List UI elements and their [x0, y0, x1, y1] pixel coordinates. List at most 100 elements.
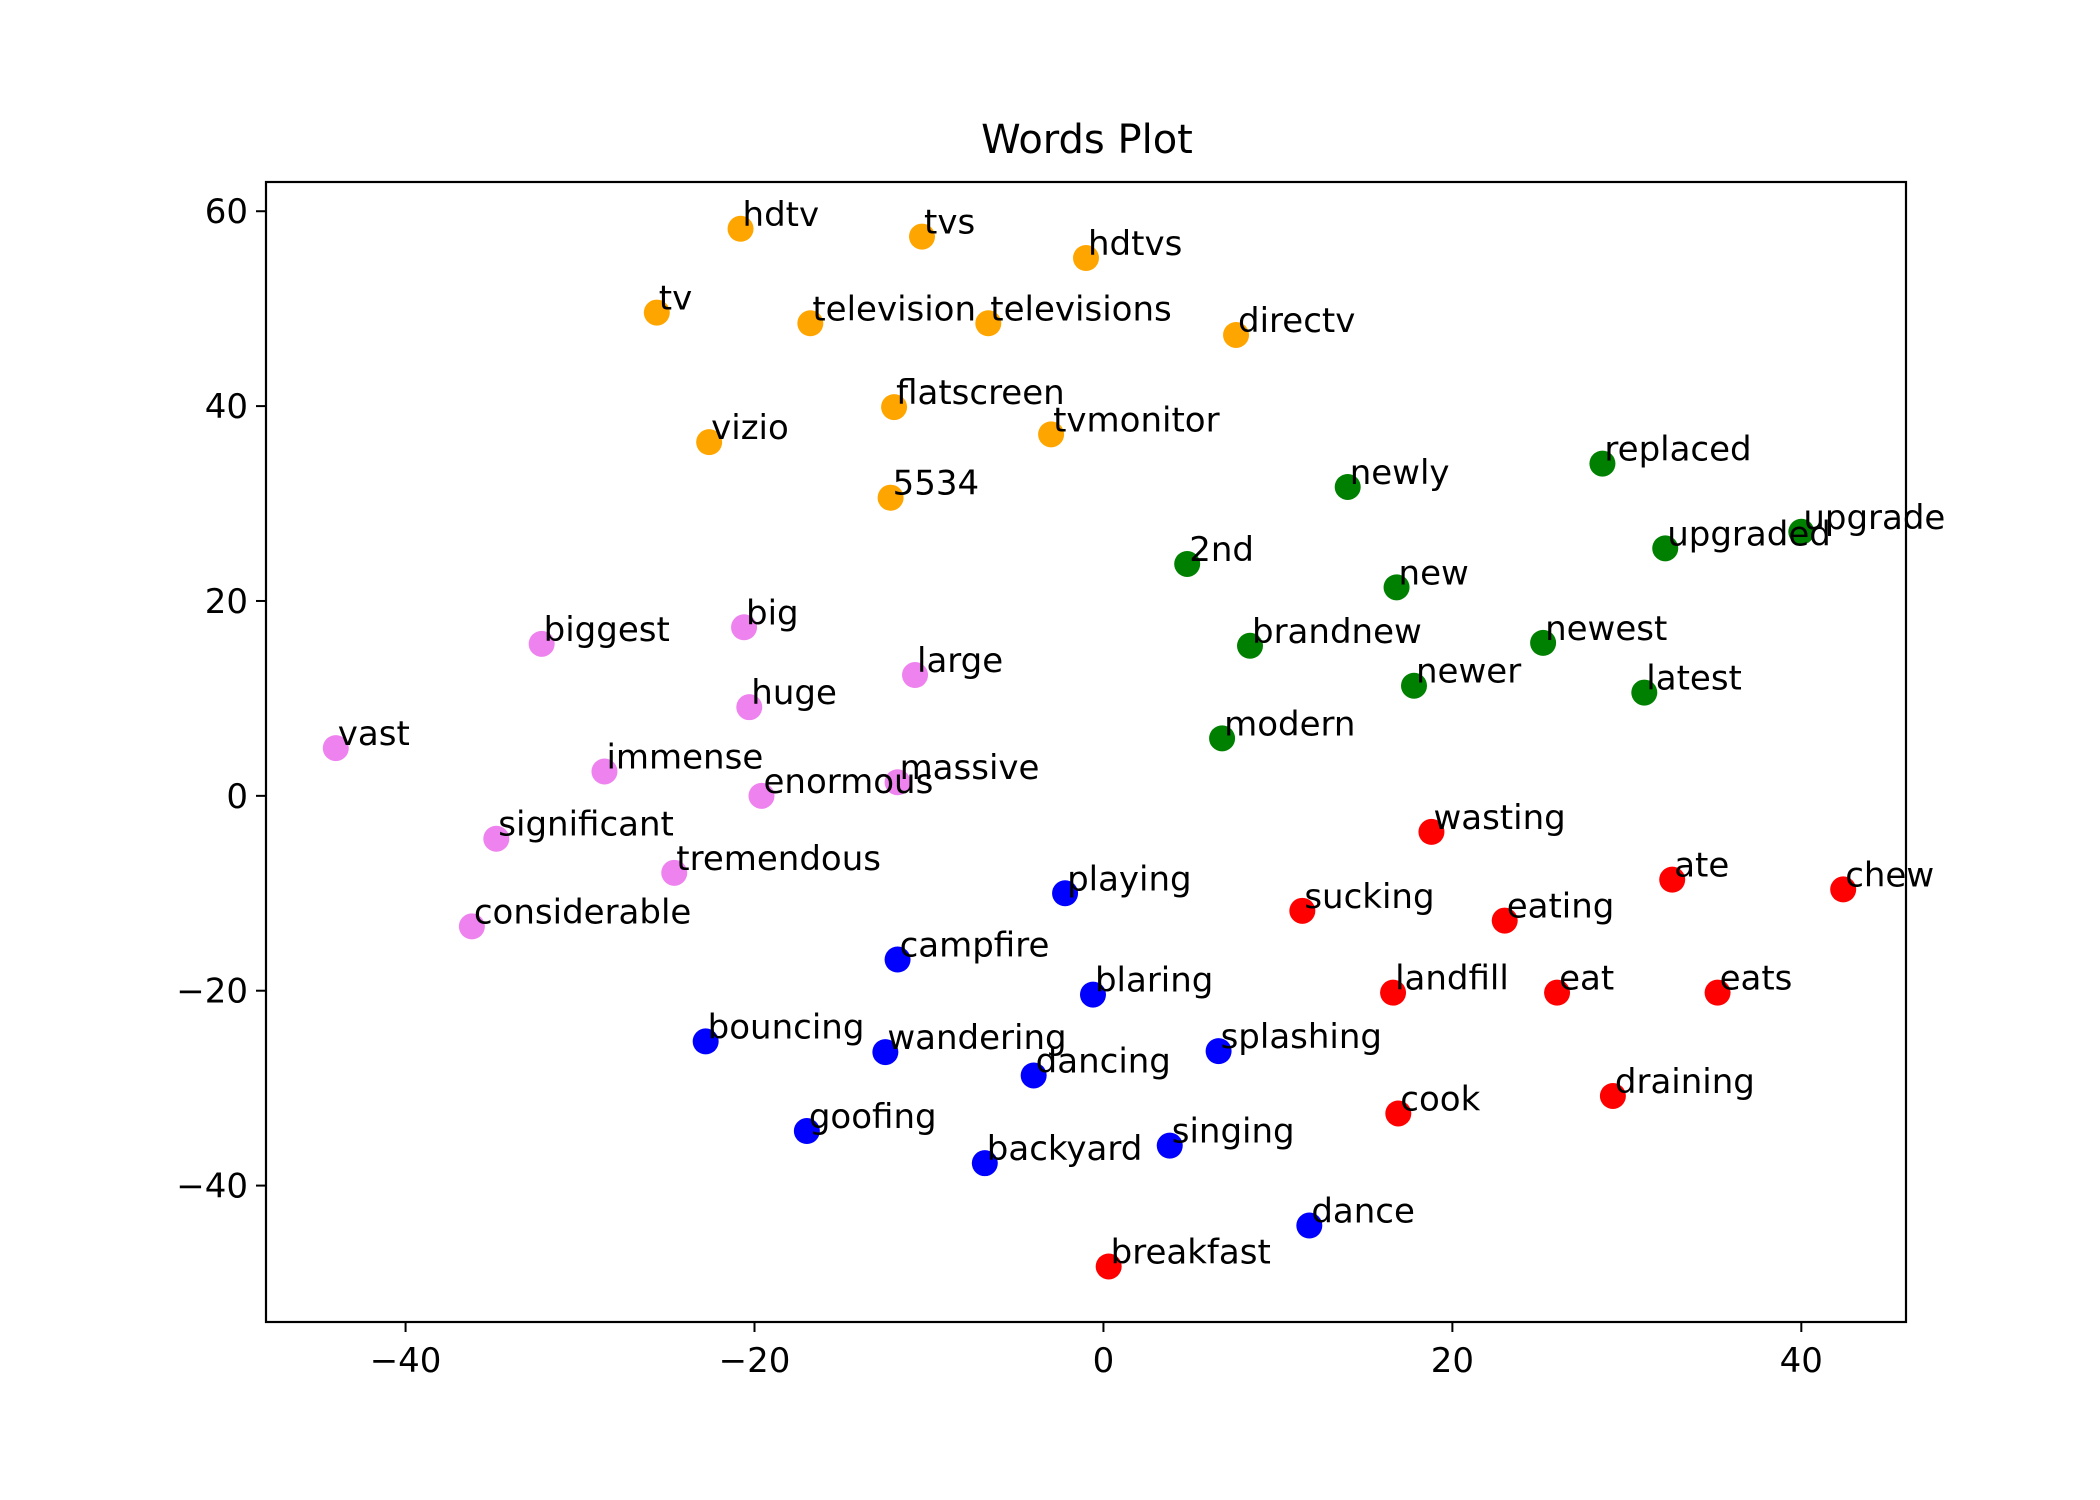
- point-considerable: [458, 913, 485, 940]
- point-wandering: [872, 1039, 899, 1066]
- y-tick-label: −20: [176, 972, 248, 1012]
- point-upgraded: [1652, 535, 1679, 562]
- point-significant: [483, 825, 510, 852]
- point-label: dance: [1311, 1192, 1415, 1232]
- point-replaced: [1589, 450, 1616, 477]
- point-label: significant: [498, 805, 674, 845]
- point-label: 2nd: [1189, 530, 1254, 570]
- point-label: wandering: [887, 1018, 1066, 1058]
- point-brandnew: [1237, 632, 1263, 659]
- point-label: splashing: [1221, 1017, 1382, 1057]
- point-enormous: [748, 782, 775, 809]
- point-label: dancing: [1036, 1041, 1171, 1081]
- point-sucking: [1289, 897, 1316, 924]
- point-label: campfire: [900, 926, 1050, 966]
- point-label: tvmonitor: [1053, 400, 1220, 440]
- point-wasting: [1418, 818, 1445, 845]
- point-label: massive: [900, 748, 1040, 788]
- point-label: vast: [338, 714, 410, 754]
- point-label: modern: [1224, 704, 1355, 744]
- point-tvs: [909, 223, 935, 250]
- point-label: goofing: [809, 1097, 937, 1137]
- point-label: new: [1399, 553, 1469, 593]
- point-blaring: [1079, 981, 1106, 1008]
- point-label: large: [917, 641, 1003, 681]
- point-tvmonitor: [1038, 421, 1065, 448]
- point-tv: [643, 299, 670, 326]
- point-label: sucking: [1304, 877, 1434, 917]
- point-label: ate: [1674, 846, 1729, 886]
- point-eat: [1544, 979, 1571, 1006]
- point-label: immense: [606, 737, 763, 777]
- point-newly: [1334, 473, 1361, 500]
- point-label: breakfast: [1111, 1232, 1271, 1272]
- chart-title: Words Plot: [981, 117, 1193, 163]
- point-chew: [1830, 876, 1857, 903]
- y-axis: −40 −20 0 20 40 60: [176, 192, 266, 1207]
- point-label: chew: [1845, 855, 1934, 895]
- point-5534: [877, 484, 904, 511]
- point-label: upgrade: [1803, 498, 1945, 538]
- point-label: tvs: [924, 203, 975, 243]
- point-label: television: [812, 289, 976, 329]
- point-label: flatscreen: [896, 373, 1065, 413]
- point-label: eats: [1720, 959, 1793, 999]
- point-label: playing: [1067, 859, 1192, 899]
- point-label: landfill: [1395, 959, 1509, 999]
- point-ate: [1659, 866, 1686, 893]
- point-label: wasting: [1433, 798, 1565, 838]
- point-newer: [1401, 672, 1427, 699]
- point-label: huge: [751, 673, 837, 713]
- point-vizio: [696, 429, 723, 456]
- point-eats: [1704, 979, 1731, 1006]
- point-immense: [591, 758, 618, 785]
- point-label: backyard: [987, 1129, 1143, 1169]
- point-hdtv: [727, 215, 754, 242]
- data-points: [322, 215, 1857, 1280]
- point-labels: hdtv tvs hdtvs tv television televisions direc…: [338, 195, 1946, 1273]
- point-eating: [1491, 907, 1518, 934]
- x-tick-label: 40: [1780, 1341, 1823, 1381]
- point-label: enormous: [763, 762, 933, 802]
- y-tick-label: 60: [205, 192, 248, 232]
- point-label: cook: [1400, 1079, 1480, 1119]
- y-tick-label: 0: [226, 777, 248, 817]
- point-vast: [322, 735, 349, 762]
- point-dancing: [1020, 1062, 1047, 1089]
- point-splashing: [1205, 1038, 1232, 1065]
- point-goofing: [793, 1118, 820, 1145]
- point-label: directv: [1238, 301, 1355, 341]
- point-huge: [736, 694, 763, 721]
- point-hdtvs: [1073, 245, 1099, 271]
- point-label: newer: [1416, 652, 1521, 692]
- point-label: hdtvs: [1088, 224, 1182, 264]
- point-modern: [1209, 725, 1236, 752]
- point-breakfast: [1095, 1253, 1122, 1280]
- point-cook: [1385, 1100, 1412, 1127]
- point-label: 5534: [893, 464, 980, 504]
- point-draining: [1599, 1082, 1626, 1109]
- point-2nd: [1174, 550, 1201, 577]
- x-tick-label: −40: [370, 1341, 442, 1381]
- point-label: newly: [1350, 453, 1450, 493]
- plot-area: [264, 180, 1908, 1324]
- point-newest: [1530, 629, 1557, 656]
- x-tick-label: 20: [1431, 1341, 1474, 1381]
- y-tick-label: 20: [205, 582, 248, 622]
- point-label: bouncing: [708, 1007, 865, 1047]
- point-playing: [1052, 880, 1079, 907]
- point-televisions: [975, 310, 1002, 337]
- point-label: latest: [1646, 659, 1742, 699]
- point-label: considerable: [474, 892, 691, 932]
- y-tick-label: 40: [205, 387, 248, 427]
- point-label: newest: [1545, 609, 1667, 649]
- point-big: [731, 614, 758, 641]
- point-bouncing: [692, 1028, 719, 1055]
- point-label: tv: [659, 279, 692, 319]
- point-upgrade: [1788, 518, 1815, 545]
- x-tick-label: 0: [1093, 1341, 1115, 1381]
- point-latest: [1631, 679, 1658, 706]
- y-tick-label: −40: [176, 1167, 248, 1207]
- point-massive: [884, 769, 911, 796]
